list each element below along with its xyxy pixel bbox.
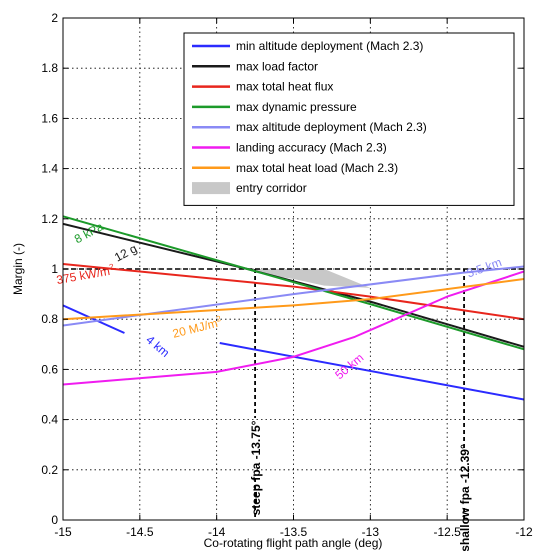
entry-corridor-layer [255,269,371,288]
y-tick-label: 1 [51,262,58,276]
ticks: -15 -14.5 -14 -13.5 -13 -12.5 -12 0 0.2 0.4 0.6 0.8… [41,11,533,539]
series-line [63,270,524,386]
x-tick-label: -13 [362,525,380,539]
series-line [63,215,524,351]
legend-entry: max dynamic pressure [236,100,357,114]
series-line [63,262,524,321]
y-axis-label: Margin (-) [11,243,25,295]
legend-entry: entry corridor [236,181,307,195]
vertical-line-label: steep fpa -13.75° [249,420,263,515]
y-tick-label: 0.4 [41,413,58,427]
reference-lines: steep fpa -13.75° shallow fpa -12.39° [63,268,524,551]
legend-entry: min altitude deployment (Mach 2.3) [236,39,423,53]
legend: min altitude deployment (Mach 2.3) max lo… [183,32,515,206]
y-tick-label: 1.4 [41,162,58,176]
vertical-line-label: shallow fpa -12.39° [458,444,472,551]
x-tick-label: -12.5 [433,525,461,539]
y-tick-label: 0.6 [41,362,58,376]
y-tick-label: 1.6 [41,111,58,125]
legend-entry: max altitude deployment (Mach 2.3) [236,120,427,134]
legend-entry: max total heat load (Mach 2.3) [236,161,398,175]
legend-box [183,32,515,206]
series-line [63,278,524,321]
x-tick-label: -12 [515,525,533,539]
x-tick-label: -14.5 [126,525,154,539]
x-tick-label: -15 [54,525,72,539]
x-tick-label: -14 [208,525,226,539]
y-tick-label: 0.8 [41,312,58,326]
y-tick-label: 1.8 [41,61,58,75]
y-tick-label: 0 [51,513,58,527]
series-line [63,304,125,334]
legend-entry: max total heat flux [236,80,333,94]
y-tick-label: 1.2 [41,212,58,226]
legend-swatch [192,182,230,195]
legend-entry: max load factor [236,59,318,73]
series-line [63,265,524,327]
series-line [63,222,524,348]
entry-corridor [255,269,371,288]
x-tick-label: -13.5 [280,525,308,539]
y-tick-label: 0.2 [41,463,58,477]
legend-entry: landing accuracy (Mach 2.3) [236,141,387,155]
series-layer [63,215,524,401]
x-axis-label: Co-rotating flight path angle (deg) [204,536,383,550]
series-line [219,342,524,401]
y-tick-label: 2 [51,11,58,25]
